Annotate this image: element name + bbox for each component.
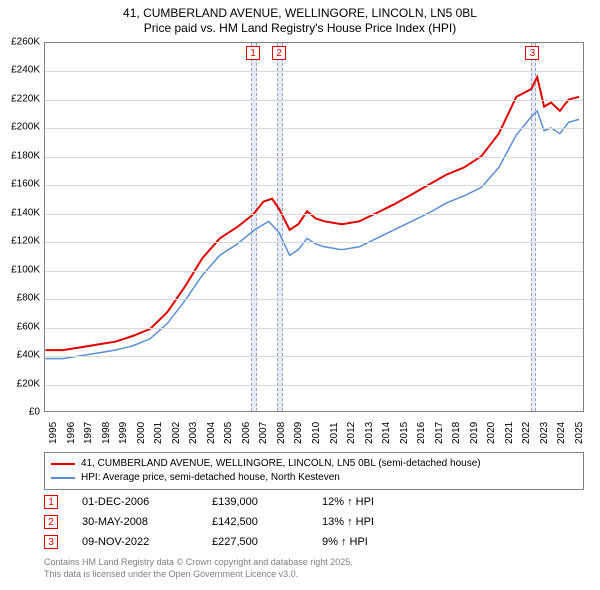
- sales-pct: 13% ↑ HPI: [322, 516, 452, 528]
- y-tick-label: £160K: [0, 179, 40, 190]
- legend-label-price: 41, CUMBERLAND AVENUE, WELLINGORE, LINCO…: [81, 457, 481, 471]
- x-tick-label: 2015: [399, 422, 410, 444]
- gridline-h: [45, 100, 583, 101]
- x-tick-label: 2000: [136, 422, 147, 444]
- y-tick-label: £140K: [0, 207, 40, 218]
- x-tick-label: 2008: [276, 422, 287, 444]
- x-tick-label: 2005: [223, 422, 234, 444]
- y-tick-label: £100K: [0, 264, 40, 275]
- y-tick-label: £240K: [0, 65, 40, 76]
- chart-marker: 2: [272, 46, 286, 60]
- sales-row: 2 30-MAY-2008£142,50013% ↑ HPI: [44, 512, 584, 532]
- sales-marker: 2: [44, 515, 58, 529]
- sales-date: 09-NOV-2022: [82, 536, 212, 548]
- y-tick-label: £260K: [0, 37, 40, 48]
- y-tick-label: £220K: [0, 93, 40, 104]
- gridline-h: [45, 328, 583, 329]
- x-tick-label: 2010: [311, 422, 322, 444]
- x-tick-label: 2023: [539, 422, 550, 444]
- x-tick-label: 2002: [171, 422, 182, 444]
- gridline-h: [45, 185, 583, 186]
- sales-price: £139,000: [212, 496, 322, 508]
- sales-date: 01-DEC-2006: [82, 496, 212, 508]
- x-tick-label: 2016: [416, 422, 427, 444]
- chart-container: 41, CUMBERLAND AVENUE, WELLINGORE, LINCO…: [0, 0, 600, 590]
- gridline-h: [45, 214, 583, 215]
- gridline-h: [45, 299, 583, 300]
- y-tick-label: £120K: [0, 236, 40, 247]
- title-line-2: Price paid vs. HM Land Registry's House …: [0, 21, 600, 36]
- legend-label-hpi: HPI: Average price, semi-detached house,…: [81, 471, 340, 485]
- series-hpi: [45, 111, 579, 359]
- legend-row-1: 41, CUMBERLAND AVENUE, WELLINGORE, LINCO…: [51, 457, 577, 471]
- x-tick-label: 1999: [118, 422, 129, 444]
- y-tick-label: £20K: [0, 378, 40, 389]
- sales-date: 30-MAY-2008: [82, 516, 212, 528]
- sales-row: 3 09-NOV-2022£227,5009% ↑ HPI: [44, 532, 584, 552]
- gridline-h: [45, 157, 583, 158]
- chart-marker: 1: [246, 46, 260, 60]
- gridline-h: [45, 71, 583, 72]
- gridline-h: [45, 385, 583, 386]
- x-tick-label: 2011: [329, 422, 340, 444]
- x-tick-label: 1996: [66, 422, 77, 444]
- x-tick-label: 2012: [346, 422, 357, 444]
- footer: Contains HM Land Registry data © Crown c…: [44, 556, 353, 580]
- x-tick-label: 1995: [48, 422, 59, 444]
- y-tick-label: £200K: [0, 122, 40, 133]
- legend-swatch-price: [51, 463, 75, 465]
- x-tick-label: 2006: [241, 422, 252, 444]
- x-tick-label: 2007: [258, 422, 269, 444]
- sales-price: £227,500: [212, 536, 322, 548]
- legend-row-2: HPI: Average price, semi-detached house,…: [51, 471, 577, 485]
- legend: 41, CUMBERLAND AVENUE, WELLINGORE, LINCO…: [44, 452, 584, 490]
- gridline-h: [45, 128, 583, 129]
- x-tick-label: 2013: [364, 422, 375, 444]
- title-line-1: 41, CUMBERLAND AVENUE, WELLINGORE, LINCO…: [0, 6, 600, 21]
- sales-marker: 1: [44, 495, 58, 509]
- y-tick-label: £80K: [0, 293, 40, 304]
- sales-price: £142,500: [212, 516, 322, 528]
- x-tick-label: 2017: [434, 422, 445, 444]
- x-tick-label: 2018: [451, 422, 462, 444]
- y-tick-label: £40K: [0, 350, 40, 361]
- x-tick-label: 2003: [188, 422, 199, 444]
- y-tick-label: £180K: [0, 150, 40, 161]
- y-tick-label: £60K: [0, 321, 40, 332]
- x-tick-label: 2009: [293, 422, 304, 444]
- footer-line-1: Contains HM Land Registry data © Crown c…: [44, 556, 353, 568]
- sales-row: 1 01-DEC-2006£139,00012% ↑ HPI: [44, 492, 584, 512]
- x-tick-label: 2019: [469, 422, 480, 444]
- legend-swatch-hpi: [51, 477, 75, 479]
- x-tick-label: 2021: [504, 422, 515, 444]
- gridline-h: [45, 242, 583, 243]
- x-tick-label: 2022: [521, 422, 532, 444]
- gridline-h: [45, 356, 583, 357]
- gridline-h: [45, 271, 583, 272]
- sales-marker: 3: [44, 535, 58, 549]
- title-block: 41, CUMBERLAND AVENUE, WELLINGORE, LINCO…: [0, 0, 600, 36]
- sales-pct: 12% ↑ HPI: [322, 496, 452, 508]
- y-tick-label: £0: [0, 407, 40, 418]
- x-tick-label: 2001: [153, 422, 164, 444]
- x-tick-label: 2020: [486, 422, 497, 444]
- x-tick-label: 2014: [381, 422, 392, 444]
- x-tick-label: 2025: [574, 422, 585, 444]
- sales-pct: 9% ↑ HPI: [322, 536, 452, 548]
- x-tick-label: 1998: [101, 422, 112, 444]
- x-tick-label: 2004: [206, 422, 217, 444]
- chart-marker: 3: [525, 46, 539, 60]
- x-tick-label: 1997: [83, 422, 94, 444]
- plot-area: [44, 42, 584, 412]
- footer-line-2: This data is licensed under the Open Gov…: [44, 568, 353, 580]
- x-tick-label: 2024: [556, 422, 567, 444]
- sales-table: 1 01-DEC-2006£139,00012% ↑ HPI 2 30-MAY-200…: [44, 492, 584, 552]
